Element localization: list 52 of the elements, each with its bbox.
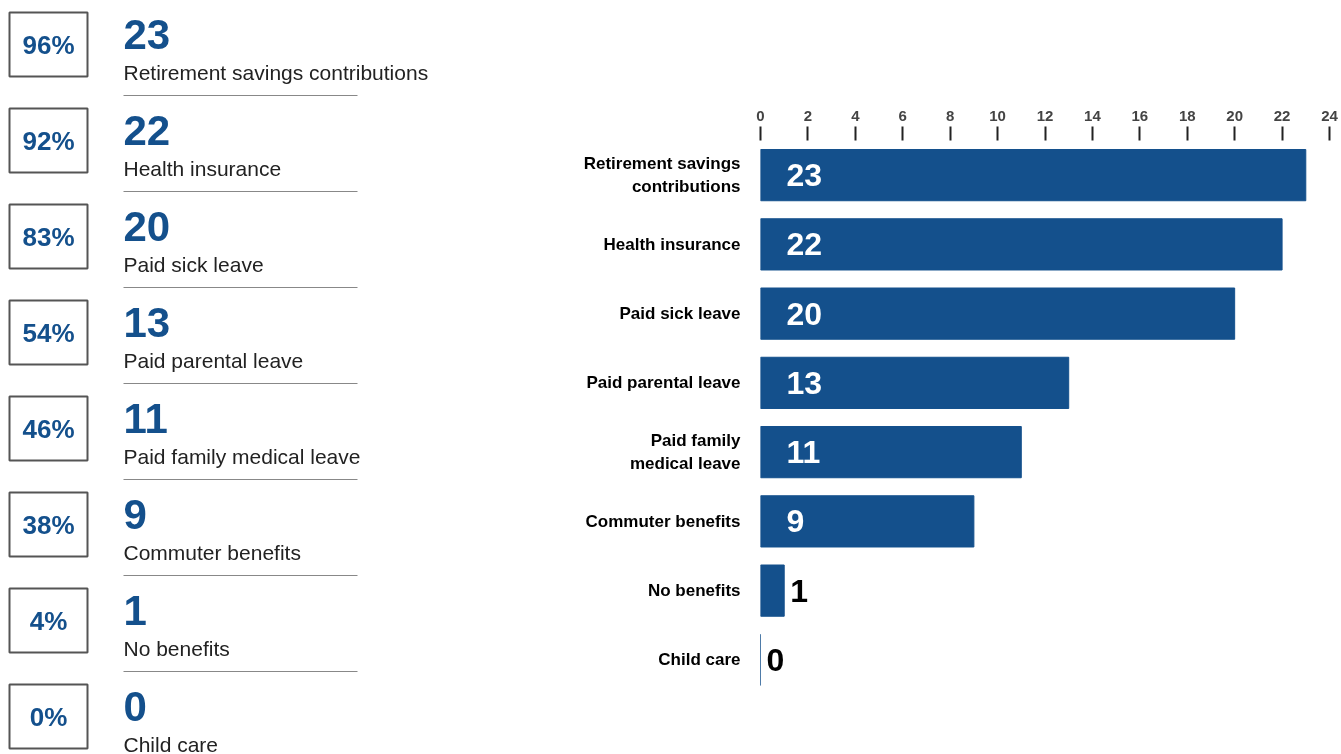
x-tick-label: 24 xyxy=(1321,106,1339,124)
data-label: 13 xyxy=(786,364,823,401)
x-tick-label: 14 xyxy=(1084,106,1102,124)
text: 0% xyxy=(29,701,68,732)
x-tick-label: 16 xyxy=(1131,106,1149,124)
text: Health insurance xyxy=(123,157,282,180)
text: No benefits xyxy=(123,637,230,660)
text: 11 xyxy=(123,395,168,442)
text: 13 xyxy=(123,299,171,346)
x-tick-label: 10 xyxy=(989,106,1006,124)
data-label: 20 xyxy=(786,295,823,332)
text: 9 xyxy=(123,491,147,538)
text: 83% xyxy=(22,221,75,252)
text: 46% xyxy=(22,413,75,444)
x-tick-label: 6 xyxy=(898,106,907,124)
y-tick-label: No benefits xyxy=(647,581,741,601)
y-tick-label: Retirement savings contributions xyxy=(583,154,741,197)
data-label: 0 xyxy=(766,641,785,678)
data-label: 9 xyxy=(786,503,805,540)
text: 38% xyxy=(22,509,75,540)
text: Paid family medical leave xyxy=(123,445,361,468)
text: Paid sick leave xyxy=(123,253,264,276)
x-tick-label: 22 xyxy=(1273,106,1291,124)
x-tick-label: 4 xyxy=(851,106,861,124)
y-tick-label: Commuter benefits xyxy=(585,511,741,531)
y-tick-label: Health insurance xyxy=(603,234,741,254)
data-label: 22 xyxy=(786,226,823,263)
x-tick-label: 18 xyxy=(1178,106,1196,124)
text: 1 xyxy=(123,587,147,634)
data-label: 23 xyxy=(786,157,823,194)
x-tick-label: 0 xyxy=(756,106,765,124)
data-label: 11 xyxy=(786,434,821,471)
text: 54% xyxy=(22,317,75,348)
text: 0 xyxy=(123,683,147,730)
text: Retirement savings contributions xyxy=(123,61,429,84)
x-tick-label: 2 xyxy=(803,106,813,124)
x-tick-label: 12 xyxy=(1036,106,1054,124)
y-tick-label: Paid parental leave xyxy=(586,373,741,393)
text: 23 xyxy=(123,11,171,58)
text: 20 xyxy=(123,203,171,250)
text: 4% xyxy=(29,605,68,636)
x-tick-label: 8 xyxy=(946,106,955,124)
y-tick-label: Paid sick leave xyxy=(619,304,741,324)
x-tick-label: 20 xyxy=(1226,106,1244,124)
y-tick-label: Paid family medical leave xyxy=(629,431,742,474)
text: 92% xyxy=(22,125,75,156)
text: 96% xyxy=(22,29,75,60)
y-tick-label: Child care xyxy=(658,650,741,670)
data-label: 1 xyxy=(790,572,809,609)
text: Child care xyxy=(123,733,219,754)
text: Paid parental leave xyxy=(123,349,304,372)
text: Commuter benefits xyxy=(123,541,301,564)
